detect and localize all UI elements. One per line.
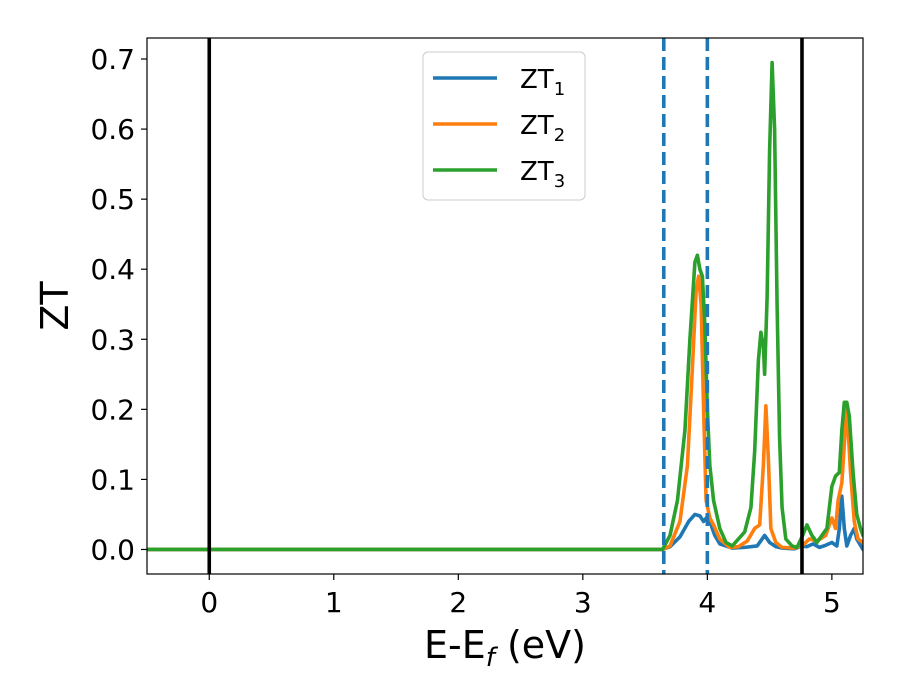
legend-label-zt1: ZT1 (520, 65, 565, 100)
x-axis-title-base: E-E (424, 623, 486, 667)
y-tick-label: 0.1 (90, 463, 135, 496)
series-line-zt2 (147, 274, 863, 552)
y-tick-label: 0.4 (90, 253, 135, 286)
y-tick-label: 0.5 (90, 183, 135, 216)
x-axis-title-suffix: (eV) (495, 623, 586, 667)
vertical-lines-layer (207, 38, 804, 574)
series-line-zt3 (147, 60, 863, 552)
legend: ZT1 ZT2 ZT3 (422, 51, 586, 201)
x-axis-ticks: 0 1 2 3 4 5 (200, 574, 841, 619)
y-tick-label: 0.6 (90, 113, 135, 146)
x-axis-title: E-Ef (eV) (424, 623, 586, 673)
legend-items: ZT1 ZT2 ZT3 (433, 65, 565, 192)
legend-label-zt2: ZT2 (520, 111, 565, 146)
series-line-zt1 (147, 494, 863, 552)
legend-label-zt3: ZT3 (520, 157, 565, 192)
x-tick-label: 2 (449, 586, 467, 619)
y-tick-label: 0.2 (90, 393, 135, 426)
plot-frame (146, 37, 864, 575)
y-tick-label: 0.3 (90, 323, 135, 356)
series-layer (147, 60, 863, 552)
x-tick-label: 0 (200, 586, 218, 619)
y-axis-ticks: 0.0 0.1 0.2 0.3 0.4 0.5 0.6 0.7 (90, 43, 147, 566)
x-tick-label: 5 (823, 586, 841, 619)
y-axis-title: ZT (33, 281, 77, 331)
x-tick-label: 3 (574, 586, 592, 619)
y-tick-label: 0.7 (90, 43, 135, 76)
x-tick-label: 4 (698, 586, 716, 619)
x-tick-label: 1 (325, 586, 343, 619)
y-tick-label: 0.0 (90, 533, 135, 566)
legend-box (422, 51, 586, 201)
